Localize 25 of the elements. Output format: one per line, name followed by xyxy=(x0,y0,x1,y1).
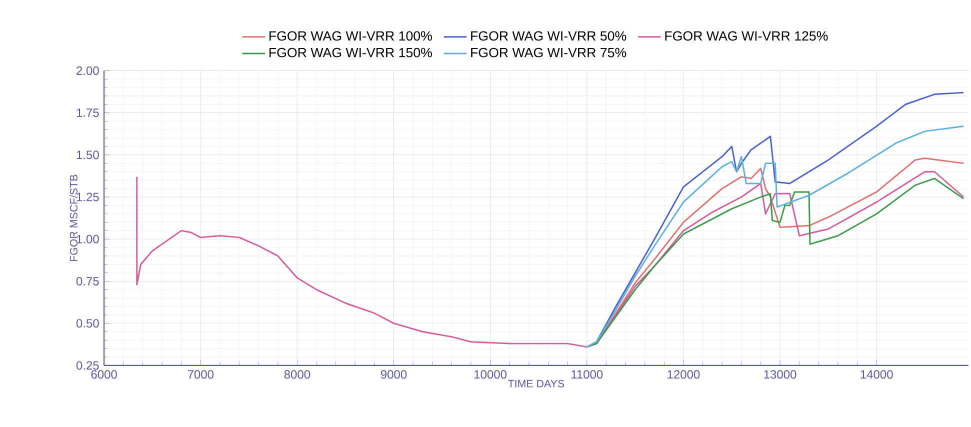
x-tick-label: 7000 xyxy=(188,370,214,379)
x-tick-label: 13000 xyxy=(764,370,796,379)
legend-label: FGOR WAG WI-VRR 50% xyxy=(471,31,626,41)
x-tick-label: 11000 xyxy=(572,370,603,379)
legend-label: FGOR WAG WI-VRR 125% xyxy=(665,31,828,41)
y-axis-title: FGOR MSCF/STB xyxy=(70,174,78,262)
x-tick-label: 6000 xyxy=(91,370,117,379)
x-axis-title: TIME DAYS xyxy=(508,380,564,388)
x-tick-label: 14000 xyxy=(860,370,893,379)
legend-label: FGOR WAG WI-VRR 75% xyxy=(471,48,626,58)
y-tick-label: 1.25 xyxy=(76,192,99,202)
x-tick-label: 12000 xyxy=(668,370,700,379)
y-tick-label: 0.50 xyxy=(76,319,99,328)
y-tick-label: 0.25 xyxy=(76,361,99,370)
x-tick-label: 8000 xyxy=(284,370,310,379)
y-tick-label: 1.75 xyxy=(76,108,99,118)
line-series xyxy=(136,171,964,348)
legend-label: FGOR WAG WI-VRR 100% xyxy=(270,31,432,41)
legend-label: FGOR WAG WI-VRR 150% xyxy=(270,48,432,58)
y-tick-label: 0.75 xyxy=(76,277,99,286)
y-tick-label: 2.00 xyxy=(76,66,99,76)
y-tick-label: 1.50 xyxy=(76,150,99,160)
x-tick-label: 9000 xyxy=(380,370,407,379)
x-tick-label: 10000 xyxy=(474,370,507,379)
y-tick-label: 1.00 xyxy=(76,234,99,244)
